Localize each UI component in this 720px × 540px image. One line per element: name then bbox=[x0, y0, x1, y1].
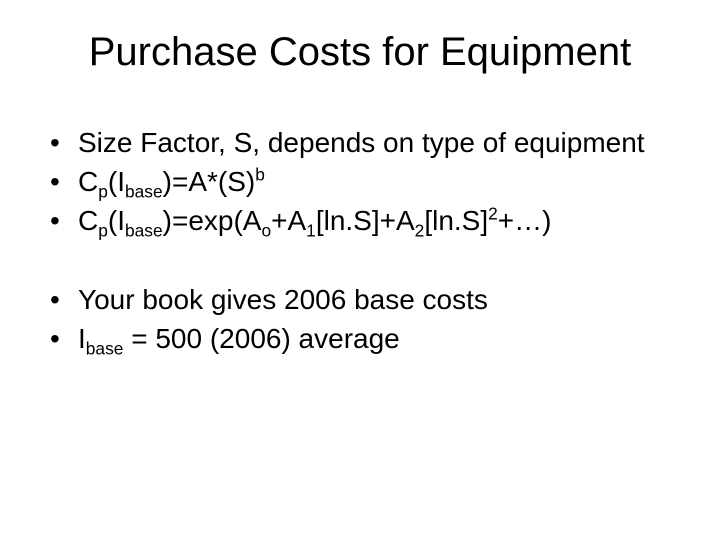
bullet-item: Cp(Ibase)=exp(Ao+A1[ln.S]+A2[ln.S]2+…) bbox=[50, 203, 680, 238]
bullet-item: Your book gives 2006 base costs bbox=[50, 282, 680, 317]
slide-title: Purchase Costs for Equipment bbox=[40, 30, 680, 75]
bullet-item: Ibase = 500 (2006) average bbox=[50, 321, 680, 356]
slide: Purchase Costs for Equipment Size Factor… bbox=[0, 0, 720, 540]
bullet-item: Cp(Ibase)=A*(S)b bbox=[50, 164, 680, 199]
bullet-list-1: Size Factor, S, depends on type of equip… bbox=[50, 125, 680, 238]
spacer bbox=[40, 242, 680, 282]
bullet-list-2: Your book gives 2006 base costs Ibase = 5… bbox=[50, 282, 680, 356]
bullet-item: Size Factor, S, depends on type of equip… bbox=[50, 125, 680, 160]
